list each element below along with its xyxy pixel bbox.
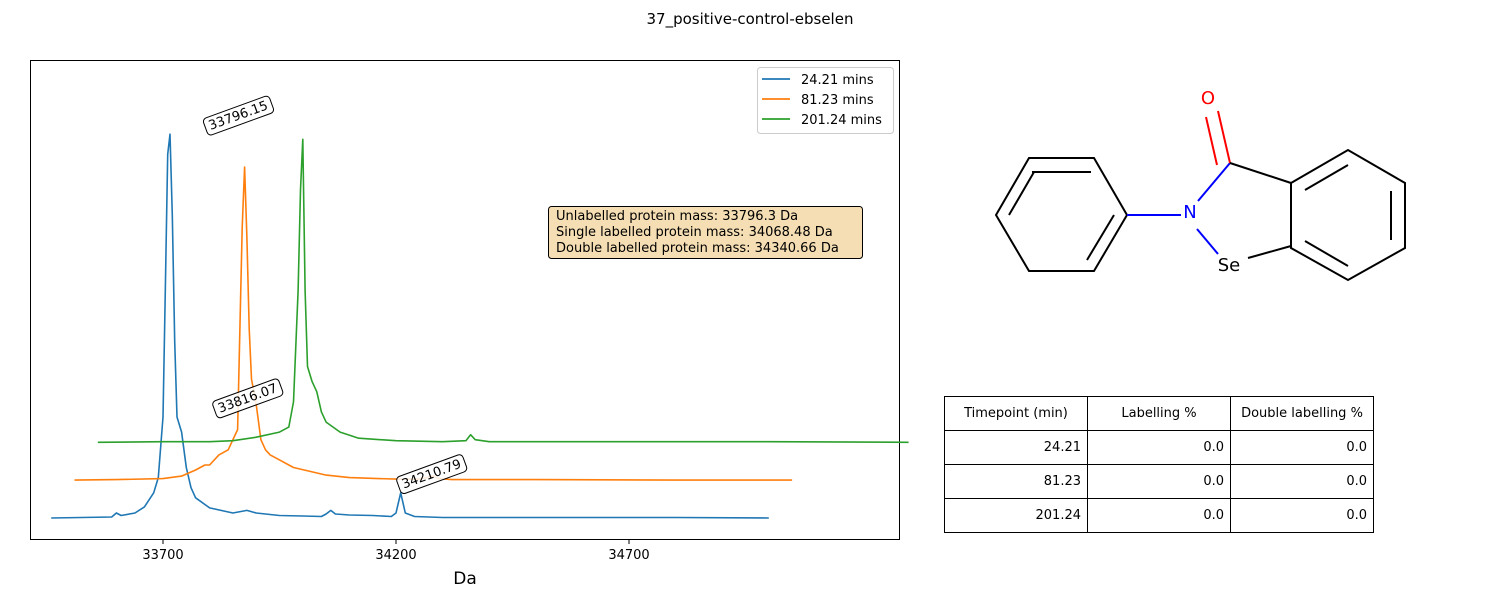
bond-n-carbonyl: [1197, 162, 1231, 202]
table-row: 201.24 0.0 0.0: [944, 498, 1374, 533]
selenium-label: Se: [1218, 255, 1241, 276]
cell-labelling: 0.0: [1087, 464, 1231, 499]
carbonyl-bond: [1217, 110, 1231, 164]
figure-title: 37_positive-control-ebselen: [647, 10, 854, 29]
series-line-3: [97, 138, 909, 444]
legend: 24.21 mins 81.23 mins 201.24 mins: [757, 67, 894, 134]
cell-double-labelling: 0.0: [1230, 498, 1374, 533]
annotation-box: [212, 378, 284, 419]
bond-se-ring: [1247, 245, 1292, 259]
cell-double-labelling: 0.0: [1230, 464, 1374, 499]
cell-timepoint: 24.21: [944, 430, 1088, 465]
table-row: 24.21 0.0 0.0: [944, 430, 1374, 465]
annotation-box: [396, 454, 468, 495]
legend-entry: 24.21 mins: [801, 73, 874, 88]
benzo-ring: [1290, 148, 1406, 282]
spectrum-plot: 33700 34200 34700 33796.1533816.0734210.79…: [30, 60, 909, 589]
phenyl-ring: [994, 157, 1129, 272]
cell-timepoint: 81.23: [944, 464, 1088, 499]
info-line-single: Single labelled protein mass: 34068.48 D…: [556, 225, 833, 240]
info-line-double: Double labelled protein mass: 34340.66 D…: [556, 241, 839, 256]
x-tick-label: 33700: [142, 548, 183, 563]
bond-n-se: [1196, 228, 1219, 255]
header-double-labelling: Double labelling %: [1230, 396, 1374, 431]
phenyl-double-bond: [1086, 214, 1115, 261]
table-header-row: Timepoint (min) Labelling % Double label…: [944, 396, 1374, 431]
bond-carbonyl-ring: [1229, 162, 1292, 184]
header-labelling: Labelling %: [1087, 396, 1231, 431]
table-row: 81.23 0.0 0.0: [944, 464, 1374, 499]
cell-labelling: 0.0: [1087, 498, 1231, 533]
header-timepoint: Timepoint (min): [944, 396, 1088, 431]
phenyl-double-bond: [1008, 171, 1035, 216]
info-box: Unlabelled protein mass: 33796.3 Da Sing…: [548, 206, 863, 259]
ebselen-structure: O N Se: [994, 88, 1406, 282]
legend-entry: 201.24 mins: [801, 113, 882, 128]
carbonyl-bond: [1205, 116, 1218, 166]
x-tick-label: 34200: [375, 548, 416, 563]
cell-timepoint: 201.24: [944, 498, 1088, 533]
legend-entry: 81.23 mins: [801, 93, 874, 108]
x-axis-label: Da: [453, 569, 477, 589]
plot-frame: [30, 60, 900, 540]
benzo-double-bond: [1304, 240, 1349, 267]
oxygen-label: O: [1201, 88, 1215, 109]
annotation-box: [202, 95, 275, 136]
nitrogen-label: N: [1183, 202, 1196, 223]
series-line-1: [51, 133, 769, 519]
x-tick-label: 34700: [608, 548, 649, 563]
cell-labelling: 0.0: [1087, 430, 1231, 465]
x-axis: 33700 34200 34700: [142, 539, 650, 563]
info-line-unlabelled: Unlabelled protein mass: 33796.3 Da: [556, 209, 798, 224]
legend-box: [757, 67, 894, 134]
cell-double-labelling: 0.0: [1230, 430, 1374, 465]
labelling-table: Timepoint (min) Labelling % Double label…: [944, 396, 1374, 533]
benzo-double-bond: [1304, 164, 1349, 191]
info-box-frame: [548, 206, 863, 259]
